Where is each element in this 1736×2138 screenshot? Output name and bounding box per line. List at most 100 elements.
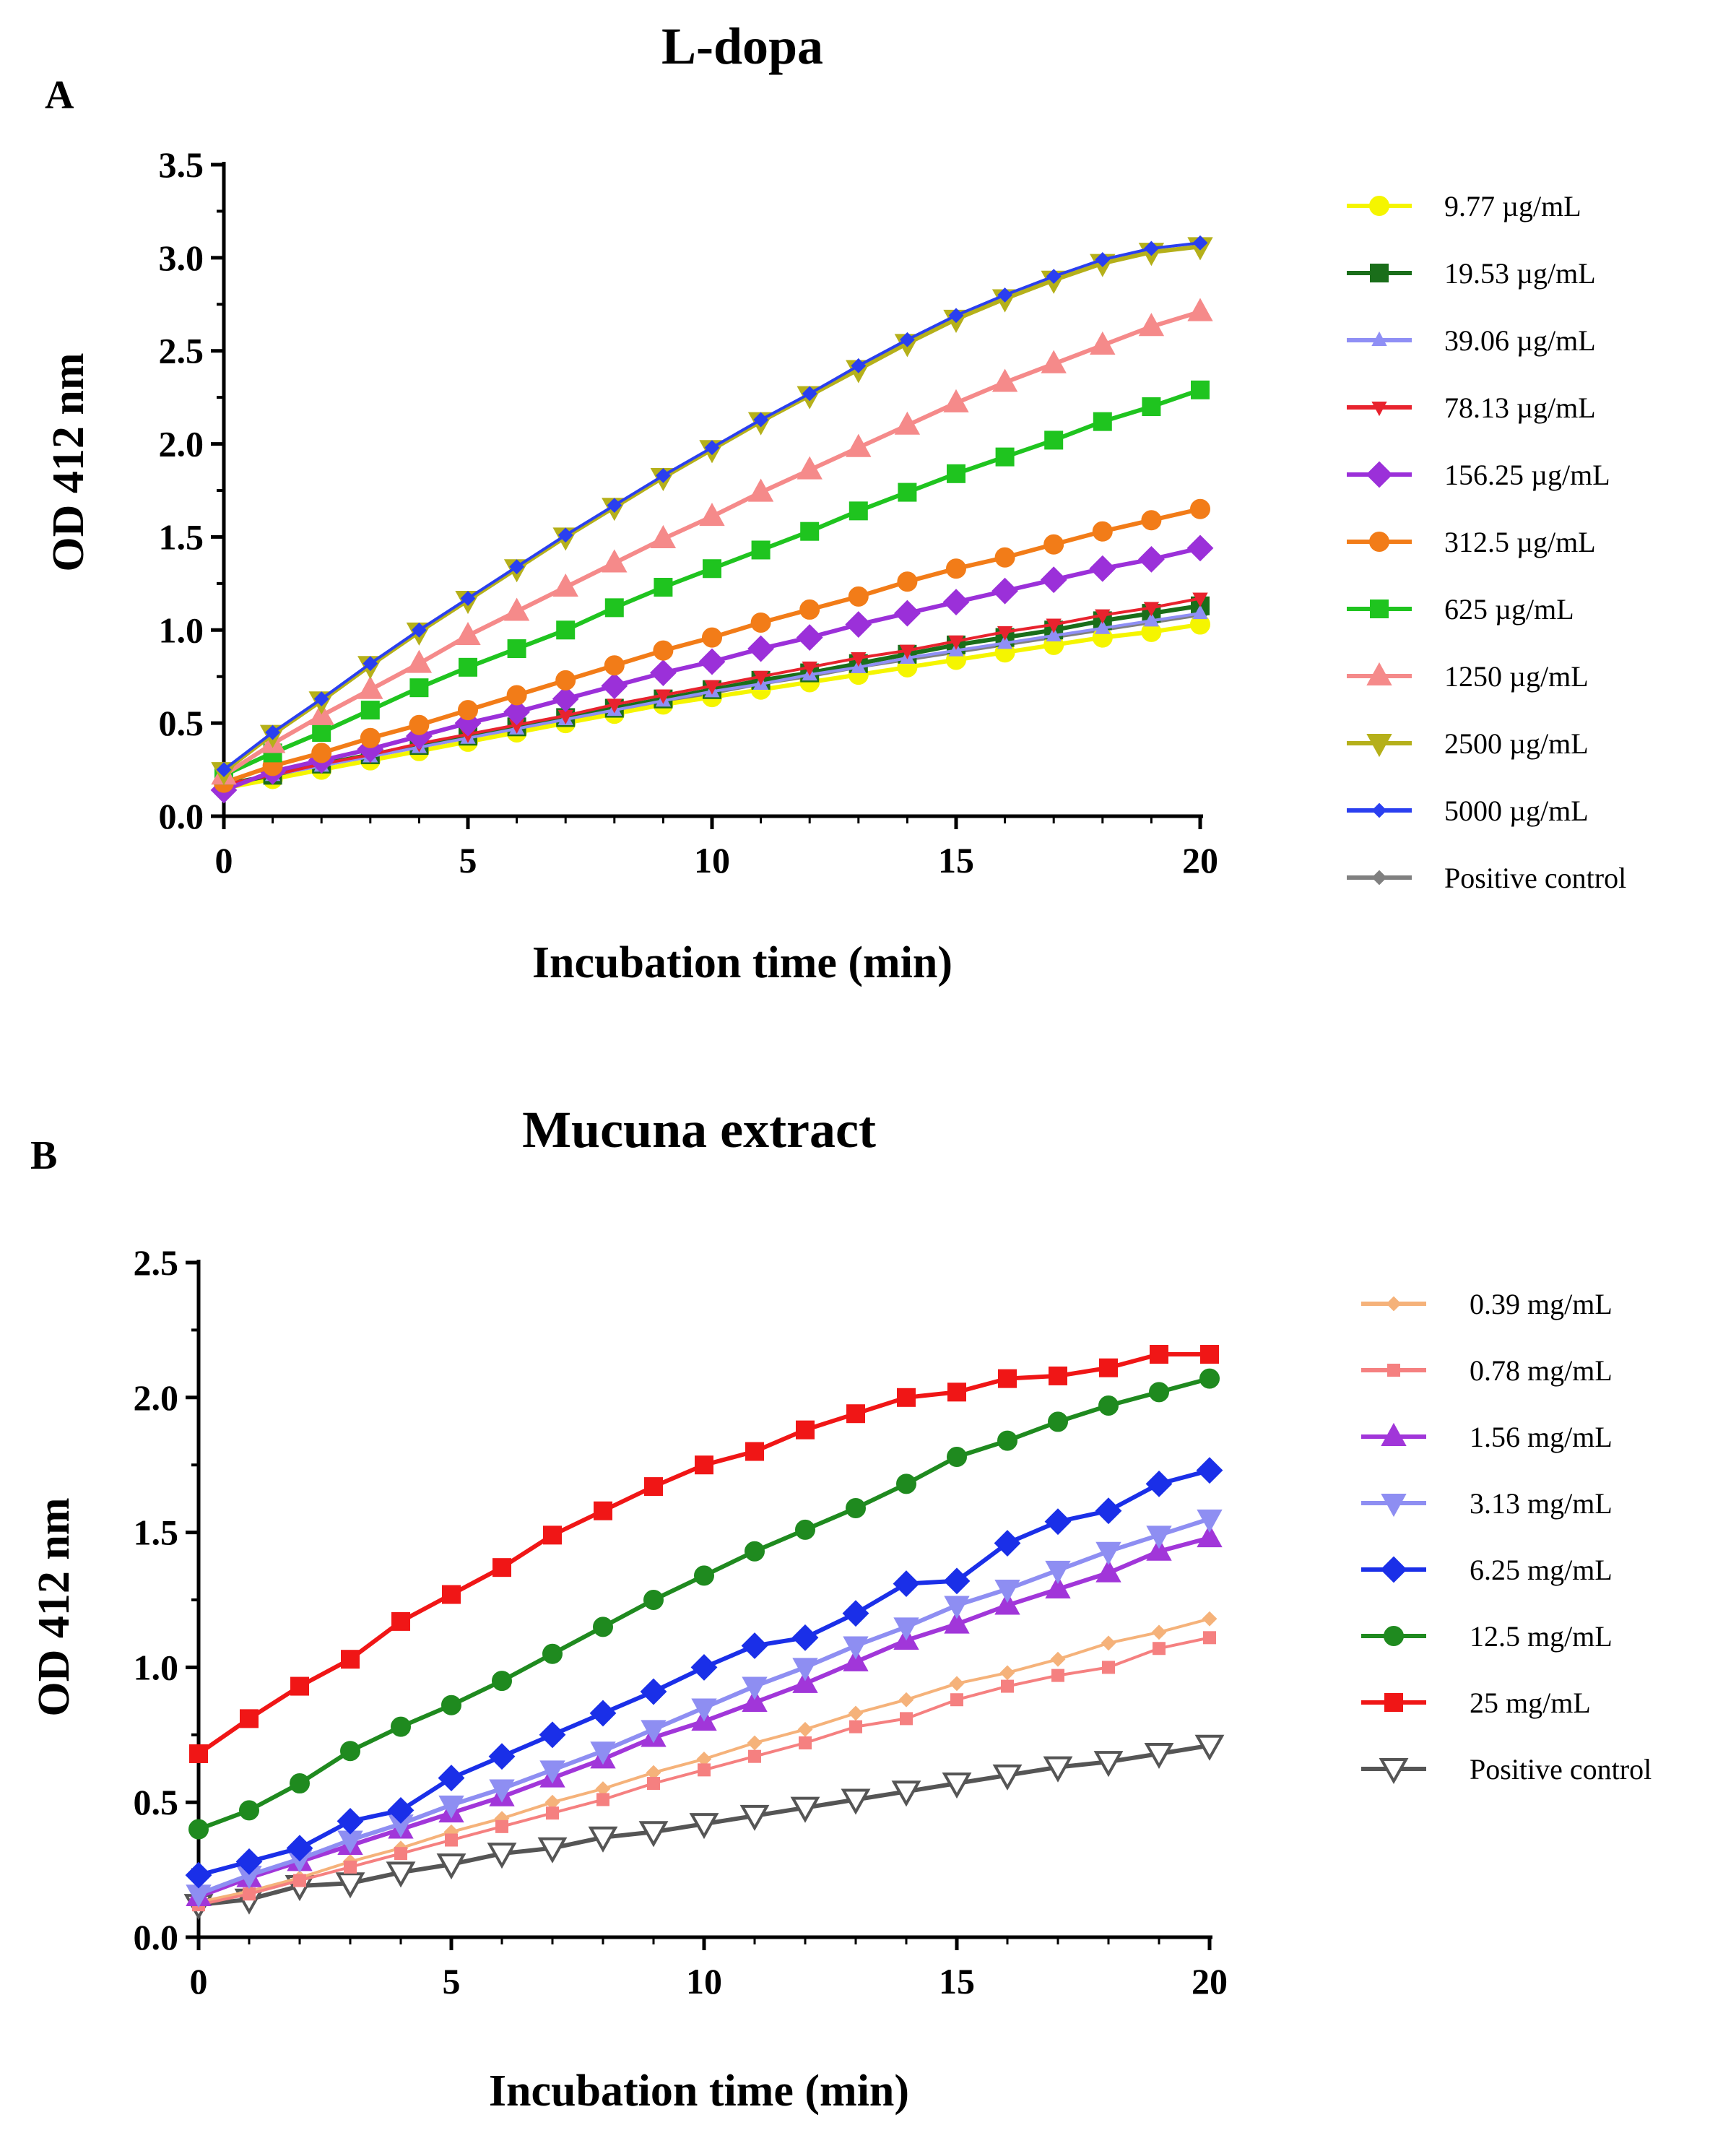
- panel-a-data-point-5000-ug-ml: [948, 308, 964, 324]
- panel-b-data-point-positive-control: [436, 1853, 466, 1880]
- panel-b-legend-marker: [1381, 1422, 1407, 1446]
- panel-b-data-point-12-5-mg-ml: [391, 1716, 411, 1737]
- panel-a-data-point-1250-ug-ml: [503, 597, 530, 621]
- panel-a-legend-item-9-77-ug-ml: 9.77 µg/mL: [1347, 190, 1581, 222]
- panel-a-legend-label: 156.25 µg/mL: [1444, 459, 1610, 491]
- panel-a-legend-marker: [1371, 402, 1387, 417]
- panel-b-data-point-6-25-mg-ml: [438, 1765, 465, 1791]
- panel-a-data-point-1250-ug-ml: [699, 503, 725, 527]
- panel-b-data-point-6-25-mg-ml: [539, 1721, 566, 1749]
- panel-a-data-point-5000-ug-ml: [997, 287, 1013, 303]
- panel-b-data-point-25-mg-ml: [846, 1404, 865, 1424]
- panel-a-data-point-625-ug-ml: [947, 464, 965, 483]
- panel-b-data-point-1-56-mg-ml: [944, 1610, 970, 1634]
- panel-b-y-tick-label: 1.5: [134, 1512, 179, 1553]
- panel-b-data-point-positive-control: [790, 1796, 820, 1823]
- panel-b-x-tick-label: 20: [1192, 1961, 1228, 2001]
- panel-b-data-point-6-25-mg-ml: [994, 1530, 1021, 1557]
- panel-b-data-point-1-56-mg-ml: [742, 1688, 768, 1712]
- panel-b-data-point-3-13-mg-ml: [792, 1658, 818, 1682]
- panel-b-data-point-12-5-mg-ml: [694, 1565, 714, 1586]
- panel-b-data-point-12-5-mg-ml: [1098, 1395, 1119, 1416]
- panel-a-data-point-625-ug-ml: [409, 678, 429, 698]
- panel-b-data-point-25-mg-ml: [897, 1388, 916, 1407]
- panel-a-series-1250-ug-ml: [211, 298, 1213, 785]
- panel-b-legend-item-6-25-mg-ml: 6.25 mg/mL: [1361, 1554, 1613, 1586]
- panel-b-data-point-0-39-mg-ml: [1151, 1624, 1167, 1640]
- panel-b-data-point-25-mg-ml: [543, 1525, 562, 1545]
- panel-b-data-point-3-13-mg-ml: [489, 1779, 515, 1803]
- panel-a-y-tick-label: 3.0: [159, 238, 204, 278]
- panel-a-data-point-312-5-ug-ml: [848, 586, 869, 607]
- panel-b-data-point-3-13-mg-ml: [1045, 1560, 1071, 1584]
- panel-b-data-point-3-13-mg-ml: [590, 1741, 616, 1765]
- panel-a-x-tick-label: 10: [694, 840, 730, 880]
- panel-a-y-tick-label: 1.0: [159, 610, 204, 650]
- panel-b-data-point-0-78-mg-ml: [900, 1712, 913, 1726]
- panel-a-legend-item-625-ug-ml: 625 µg/mL: [1347, 593, 1574, 626]
- panel-a-data-point-156-25-ug-ml: [893, 600, 921, 627]
- panel-a-data-point-312-5-ug-ml: [360, 727, 381, 748]
- panel-b-title: Mucuna extract: [522, 1101, 876, 1159]
- panel-b-legend-label: 3.13 mg/mL: [1470, 1487, 1613, 1520]
- panel-b-letter: B: [30, 1133, 57, 1178]
- panel-a-data-point-1250-ug-ml: [602, 549, 628, 573]
- panel-a-data-point-625-ug-ml: [604, 598, 624, 618]
- panel-a-data-point-1250-ug-ml: [1138, 313, 1165, 337]
- panel-a-legend-label: 19.53 µg/mL: [1444, 257, 1596, 290]
- panel-b-data-point-0-78-mg-ml: [1051, 1669, 1064, 1682]
- panel-a-y-tick-label: 2.0: [159, 424, 204, 464]
- panel-a-data-point-78-13-ug-ml: [607, 698, 622, 714]
- panel-b-y-axis-title: OD 412 nm: [30, 1497, 79, 1716]
- panel-a-legend-label: 2500 µg/mL: [1444, 727, 1589, 760]
- panel-b-data-point-0-78-mg-ml: [495, 1819, 508, 1833]
- panel-a-data-point-1250-ug-ml: [747, 478, 774, 502]
- panel-b-y-tick-label: 0.0: [134, 1917, 179, 1957]
- panel-a-legend-marker: [1366, 734, 1392, 758]
- panel-a-y-axis-title: OD 412 nm: [44, 352, 93, 571]
- panel-b-data-point-0-39-mg-ml: [1050, 1651, 1066, 1667]
- panel-a-legend-item-156-25-ug-ml: 156.25 µg/mL: [1347, 459, 1610, 491]
- panel-a-data-point-5000-ug-ml: [313, 691, 329, 707]
- panel-b-data-point-0-78-mg-ml: [293, 1874, 306, 1887]
- panel-b-data-point-0-78-mg-ml: [546, 1806, 559, 1820]
- panel-b-x-tick-label: 10: [686, 1961, 722, 2001]
- panel-b-legend-label: 1.56 mg/mL: [1470, 1421, 1613, 1453]
- panel-a-legend-item-1250-ug-ml: 1250 µg/mL: [1347, 660, 1589, 693]
- panel-b-data-point-0-78-mg-ml: [698, 1763, 711, 1777]
- panel-a-data-point-5000-ug-ml: [899, 332, 915, 347]
- panel-a-legend-label: 5000 µg/mL: [1444, 795, 1589, 827]
- panel-b-data-point-3-13-mg-ml: [1095, 1541, 1121, 1565]
- panel-b-data-point-12-5-mg-ml: [1149, 1382, 1169, 1403]
- panel-b-legend-item-12-5-mg-ml: 12.5 mg/mL: [1361, 1620, 1613, 1653]
- panel-a-data-point-625-ug-ml: [1142, 397, 1161, 417]
- panel-a-data-point-625-ug-ml: [1044, 430, 1064, 450]
- panel-a-data-point-312-5-ug-ml: [897, 571, 918, 592]
- panel-a-data-point-5000-ug-ml: [704, 440, 720, 456]
- panel-b-data-point-3-13-mg-ml: [1197, 1509, 1223, 1533]
- panel-a-data-point-1250-ug-ml: [991, 368, 1018, 392]
- panel-b-data-point-positive-control: [487, 1843, 517, 1869]
- panel-b-data-point-0-39-mg-ml: [949, 1676, 965, 1692]
- panel-b-data-point-3-13-mg-ml: [641, 1720, 667, 1744]
- panel-a-data-point-1250-ug-ml: [650, 524, 677, 549]
- panel-b-data-point-6-25-mg-ml: [387, 1796, 415, 1824]
- panel-b-data-point-positive-control: [1043, 1756, 1073, 1783]
- panel-a-data-point-78-13-ug-ml: [704, 680, 720, 695]
- panel-a-y-tick-label: 0.0: [159, 796, 204, 836]
- panel-b-series-6-25-mg-ml: [185, 1457, 1223, 1889]
- panel-b-data-point-6-25-mg-ml: [842, 1600, 869, 1627]
- panel-a-data-point-1250-ug-ml: [846, 433, 872, 457]
- panel-b-data-point-25-mg-ml: [947, 1382, 966, 1402]
- panel-a-data-point-1250-ug-ml: [357, 675, 383, 699]
- panel-a-data-point-156-25-ug-ml: [649, 659, 677, 686]
- panel-a-data-point-5000-ug-ml: [1192, 235, 1208, 251]
- panel-b-data-point-6-25-mg-ml: [235, 1848, 263, 1875]
- panel-b-data-point-0-78-mg-ml: [799, 1736, 812, 1750]
- panel-a-data-point-312-5-ug-ml: [1190, 498, 1210, 519]
- panel-a-data-point-156-25-ug-ml: [845, 611, 872, 638]
- panel-b-data-point-0-39-mg-ml: [1101, 1635, 1116, 1651]
- panel-b-data-point-12-5-mg-ml: [1199, 1368, 1220, 1389]
- panel-b-data-point-0-78-mg-ml: [243, 1887, 256, 1901]
